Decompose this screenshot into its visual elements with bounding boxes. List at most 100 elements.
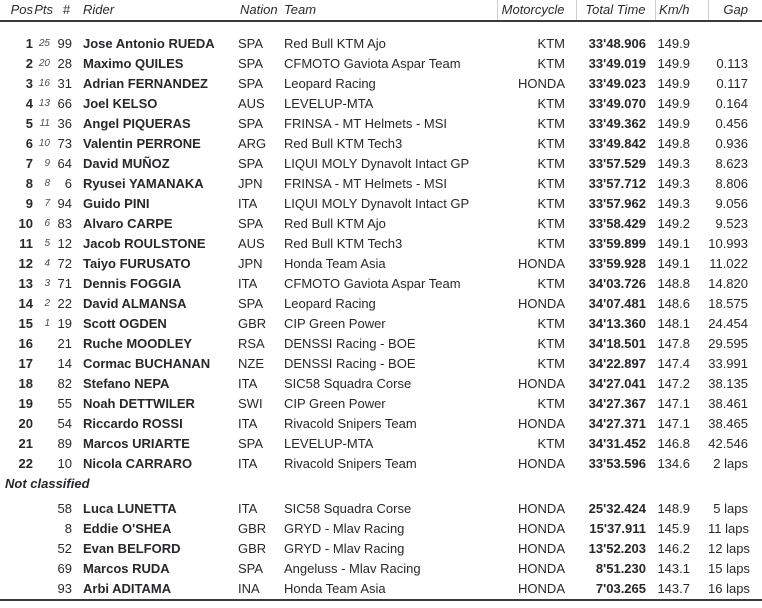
position-cell: 6 [25,136,33,151]
points-cell: 9 [44,158,50,169]
nation-cell: SPA [238,436,264,451]
total-time-cell: 33'57.962 [588,196,646,211]
bike-number-cell: 21 [57,336,72,351]
team-cell: Red Bull KTM Ajo [284,36,386,51]
classified-result-row: 2 20 28 Maximo QUILES SPA CFMOTO Gaviota Aspa… [0,54,762,74]
points-cell: 13 [38,98,50,109]
nation-cell: ITA [238,456,258,471]
rider-name-cell: Dennis FOGGIA [83,276,182,291]
points-cell: 4 [44,258,50,269]
points-cell [33,454,54,474]
rider-name-cell: Scott OGDEN [83,316,167,331]
rider-name-cell: Marcos RUDA [83,561,170,576]
bike-number-cell: 19 [57,316,72,331]
nation-cell: AUS [238,236,265,251]
classified-result-row: 4 13 66 Joel KELSO AUS LEVELUP-MTA KTM 33'49.07… [0,94,762,114]
not-classified-result-row: 93 Arbi ADITAMA INA Honda Team Asia HONDA 7'0… [0,579,762,599]
rider-name-cell: David ALMANSA [83,296,187,311]
motorcycle-cell: KTM [537,236,565,251]
speed-cell: 148.8 [657,276,690,291]
bike-number-cell: 55 [57,396,72,411]
motorcycle-cell: KTM [537,436,565,451]
motorcycle-cell: HONDA [518,296,565,311]
motorcycle-cell: KTM [537,116,565,131]
motorcycle-cell: KTM [537,56,565,71]
speed-cell: 147.8 [657,336,690,351]
position-cell: 18 [18,376,33,391]
classified-result-row: 13 3 71 Dennis FOGGIA ITA CFMOTO Gaviota Aspa… [0,274,762,294]
classified-result-row: 1 25 99 Jose Antonio RUEDA SPA Red Bull KTM A… [0,34,762,54]
rider-name-cell: Marcos URIARTE [83,436,190,451]
nation-cell: SPA [238,116,264,131]
position-cell: 9 [25,196,33,211]
motorcycle-cell: HONDA [518,256,565,271]
team-cell: GRYD - Mlav Racing [284,541,405,556]
gap-cell: 11 laps [708,521,749,536]
points-cell: 5 [44,238,50,249]
points-cell [33,394,54,414]
speed-cell: 149.8 [657,136,690,151]
bike-number-cell: 10 [57,456,72,471]
speed-cell: 134.6 [657,456,690,471]
speed-cell: 149.3 [657,176,690,191]
total-time-cell: 25'32.424 [588,501,646,516]
motorcycle-cell: KTM [537,396,565,411]
bike-number-cell: 36 [57,116,72,131]
total-time-cell: 34'31.452 [588,436,646,451]
bike-number-cell: 64 [57,156,72,171]
points-cell [33,334,54,354]
total-time-cell: 34'22.897 [588,356,646,371]
team-cell: LIQUI MOLY Dynavolt Intact GP [284,156,470,171]
column-header-nation: Nation [238,0,284,22]
nation-cell: SPA [238,76,264,91]
total-time-cell: 34'27.367 [588,396,646,411]
points-cell [33,519,54,539]
team-cell: CIP Green Power [284,316,386,331]
gap-cell: 24.454 [708,316,748,331]
column-header-kmh: Km/h [654,0,708,22]
nation-cell: RSA [238,336,265,351]
points-cell: 6 [44,218,50,229]
position-cell: 4 [25,96,33,111]
bike-number-cell: 28 [57,56,72,71]
team-cell: FRINSA - MT Helmets - MSI [284,176,447,191]
position-cell: 11 [19,236,33,251]
rider-name-cell: Joel KELSO [83,96,158,111]
speed-cell: 149.1 [657,256,690,271]
bike-number-cell: 52 [57,541,72,556]
position-cell [0,499,33,519]
total-time-cell: 33'49.023 [588,76,646,91]
position-cell [0,519,33,539]
gap-cell: 38.461 [708,396,748,411]
total-time-cell: 33'57.712 [588,176,646,191]
gap-cell: 8.623 [715,156,748,171]
nation-cell: ITA [238,501,258,516]
nation-cell: SPA [238,36,264,51]
nation-cell: GBR [238,541,267,556]
motorcycle-cell: HONDA [518,541,565,556]
classified-result-row: 6 10 73 Valentin PERRONE ARG Red Bull KTM Tec… [0,134,762,154]
position-cell: 1 [25,36,33,51]
classified-result-row: 11 5 12 Jacob ROULSTONE AUS Red Bull KTM Tech… [0,234,762,254]
total-time-cell: 33'49.842 [588,136,646,151]
motorcycle-cell: KTM [537,176,565,191]
nation-cell: JPN [238,176,263,191]
rider-name-cell: Adrian FERNANDEZ [83,76,208,91]
header-row: Pos Pts # Rider Nation Team Motorcycle T… [0,0,762,22]
gap-cell: 8.806 [715,176,748,191]
team-cell: Leopard Racing [284,76,376,91]
total-time-cell: 33'59.899 [588,236,646,251]
team-cell: SIC58 Squadra Corse [284,501,412,516]
bike-number-cell: 66 [57,96,72,111]
nation-cell: ITA [238,416,258,431]
gap-cell: 0.117 [716,76,748,91]
total-time-cell: 13'52.203 [588,541,646,556]
bike-number-cell: 89 [57,436,72,451]
total-time-cell: 33'49.362 [588,116,646,131]
points-cell: 20 [38,58,50,69]
position-cell: 10 [18,216,33,231]
team-cell: GRYD - Mlav Racing [284,521,405,536]
total-time-cell: 7'03.265 [595,581,646,596]
rider-name-cell: Valentin PERRONE [83,136,201,151]
